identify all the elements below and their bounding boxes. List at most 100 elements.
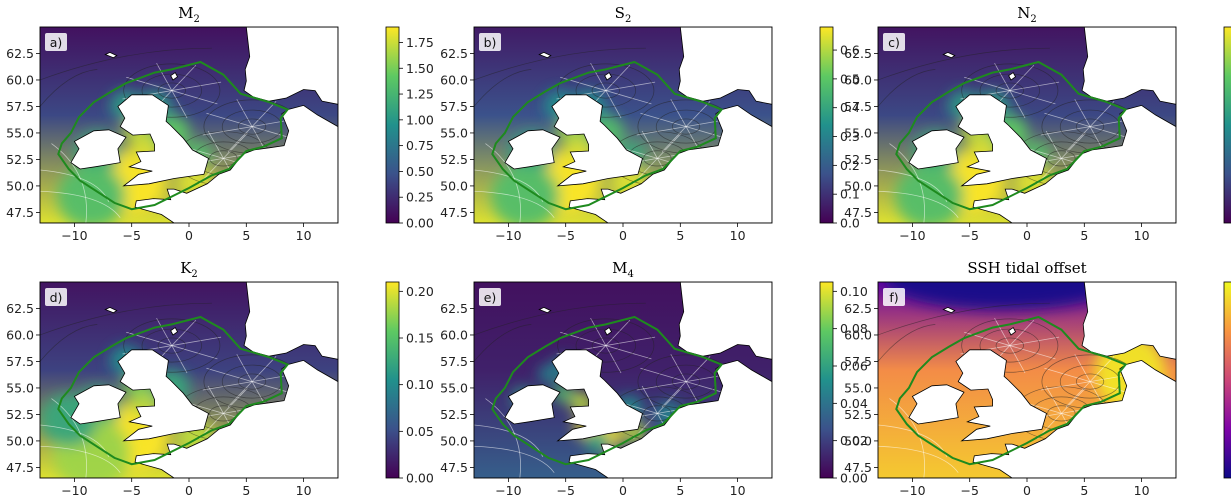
x-tick-label: 5	[676, 228, 684, 243]
y-tick-label: 60.0	[440, 72, 468, 87]
x-tick-label: −5	[122, 483, 140, 498]
y-tick-label: 47.5	[844, 460, 872, 475]
colorbar-tick-label: 0.05	[406, 424, 434, 439]
land-britain	[117, 94, 209, 187]
y-tick-label: 55.0	[6, 125, 34, 140]
y-tick-label: 52.5	[6, 407, 34, 422]
model-boundary	[491, 60, 724, 211]
y-tick-label: 55.0	[440, 125, 468, 140]
land-ireland	[908, 129, 965, 170]
colorbar-tick-label: 0.2	[840, 158, 860, 173]
x-tick-label: −5	[556, 483, 574, 498]
x-tick-label: 10	[1134, 483, 1150, 498]
x-tick-label: −10	[61, 483, 87, 498]
land-shetland	[604, 327, 613, 336]
x-tick-label: −10	[61, 228, 87, 243]
colorbar-tick-label: 0.06	[840, 359, 868, 374]
colorbar-tick-label: 0.4	[840, 100, 860, 115]
land-norway	[1081, 27, 1176, 105]
panel-label: d)	[50, 290, 63, 305]
x-tick-label: 10	[730, 483, 746, 498]
x-tick-label: 10	[296, 228, 312, 243]
y-tick-label: 57.5	[440, 99, 468, 114]
land-shetland	[1008, 327, 1017, 336]
x-tick-label: 0	[185, 228, 193, 243]
y-tick-label: 62.5	[440, 46, 468, 61]
colorbar-tick-label: 1.25	[406, 87, 434, 102]
y-tick-label: 57.5	[6, 99, 34, 114]
land-britain	[551, 94, 643, 187]
land-ireland	[504, 384, 561, 425]
panel-title: M4	[612, 259, 634, 280]
x-tick-label: 5	[242, 228, 250, 243]
land-norway	[243, 27, 338, 105]
land-continent	[474, 104, 772, 223]
colorbar-tick-label: 0.0	[840, 216, 860, 231]
y-tick-label: 47.5	[6, 205, 34, 220]
land-continent	[40, 104, 338, 223]
colorbar	[1223, 281, 1231, 479]
x-tick-label: −5	[556, 228, 574, 243]
x-tick-label: 10	[296, 483, 312, 498]
colorbar	[819, 281, 834, 479]
land-norway	[677, 282, 772, 360]
y-tick-label: 50.0	[6, 433, 34, 448]
colorbar-tick-label: 0.20	[406, 284, 434, 299]
land-faroes	[942, 306, 956, 314]
x-tick-label: −10	[495, 483, 521, 498]
y-tick-label: 62.5	[6, 301, 34, 316]
colorbar-tick-label: 0.1	[840, 187, 860, 202]
y-tick-label: 50.0	[440, 178, 468, 193]
panel-d: K2 d) −10 −5 0 5 10 62.5 60.0 57.5 55.0 52.5 50.0 47.…	[6, 259, 434, 498]
land-shetland	[604, 72, 613, 81]
colorbar-tick-label: 0.04	[840, 396, 868, 411]
panel-title: SSH tidal offset	[967, 259, 1086, 277]
land-norway	[243, 282, 338, 360]
x-tick-label: 10	[1134, 228, 1150, 243]
y-tick-label: 47.5	[6, 460, 34, 475]
y-tick-label: 60.0	[6, 327, 34, 342]
colorbar-tick-label: 0.6	[840, 43, 860, 58]
land-norway	[1081, 282, 1176, 360]
x-tick-label: −5	[960, 228, 978, 243]
land-faroes	[942, 51, 956, 59]
panel-title: K2	[180, 259, 198, 280]
colorbar-tick-label: 1.00	[406, 112, 434, 127]
land-ireland	[70, 129, 127, 170]
y-tick-label: 55.0	[844, 125, 872, 140]
panel-label: c)	[888, 35, 900, 50]
x-tick-label: 5	[242, 483, 250, 498]
y-tick-label: 60.0	[844, 72, 872, 87]
panel-a: M2 a) −10 −5 0 5 10 62.5 60.0 57.5 55.0 52.5 50.0 47.…	[6, 4, 434, 243]
panel-label: b)	[484, 35, 497, 50]
land-continent	[878, 104, 1176, 223]
y-tick-label: 50.0	[844, 178, 872, 193]
land-norway	[677, 27, 772, 105]
colorbar-tick-label: 0.25	[406, 190, 434, 205]
panel-title: S2	[615, 4, 632, 25]
panel-label: f)	[889, 290, 898, 305]
land-britain	[551, 349, 643, 442]
x-tick-label: 10	[730, 228, 746, 243]
model-boundary	[57, 315, 290, 466]
colorbar-tick-label: 0.08	[840, 321, 868, 336]
x-tick-label: 0	[185, 483, 193, 498]
x-tick-label: −10	[899, 483, 925, 498]
colorbar-tick-label: 0.3	[840, 129, 860, 144]
y-tick-label: 52.5	[440, 152, 468, 167]
x-tick-label: −10	[899, 228, 925, 243]
y-tick-label: 52.5	[440, 407, 468, 422]
y-tick-label: 57.5	[6, 354, 34, 369]
y-tick-label: 62.5	[844, 46, 872, 61]
land-ireland	[70, 384, 127, 425]
y-tick-label: 57.5	[844, 99, 872, 114]
colorbar-tick-label: 0.02	[840, 433, 868, 448]
panel-title: N2	[1017, 4, 1037, 25]
y-tick-label: 52.5	[844, 152, 872, 167]
x-tick-label: 0	[1023, 483, 1031, 498]
y-tick-label: 60.0	[6, 72, 34, 87]
y-tick-label: 52.5	[6, 152, 34, 167]
model-boundary	[895, 315, 1128, 466]
colorbar	[1223, 26, 1231, 224]
